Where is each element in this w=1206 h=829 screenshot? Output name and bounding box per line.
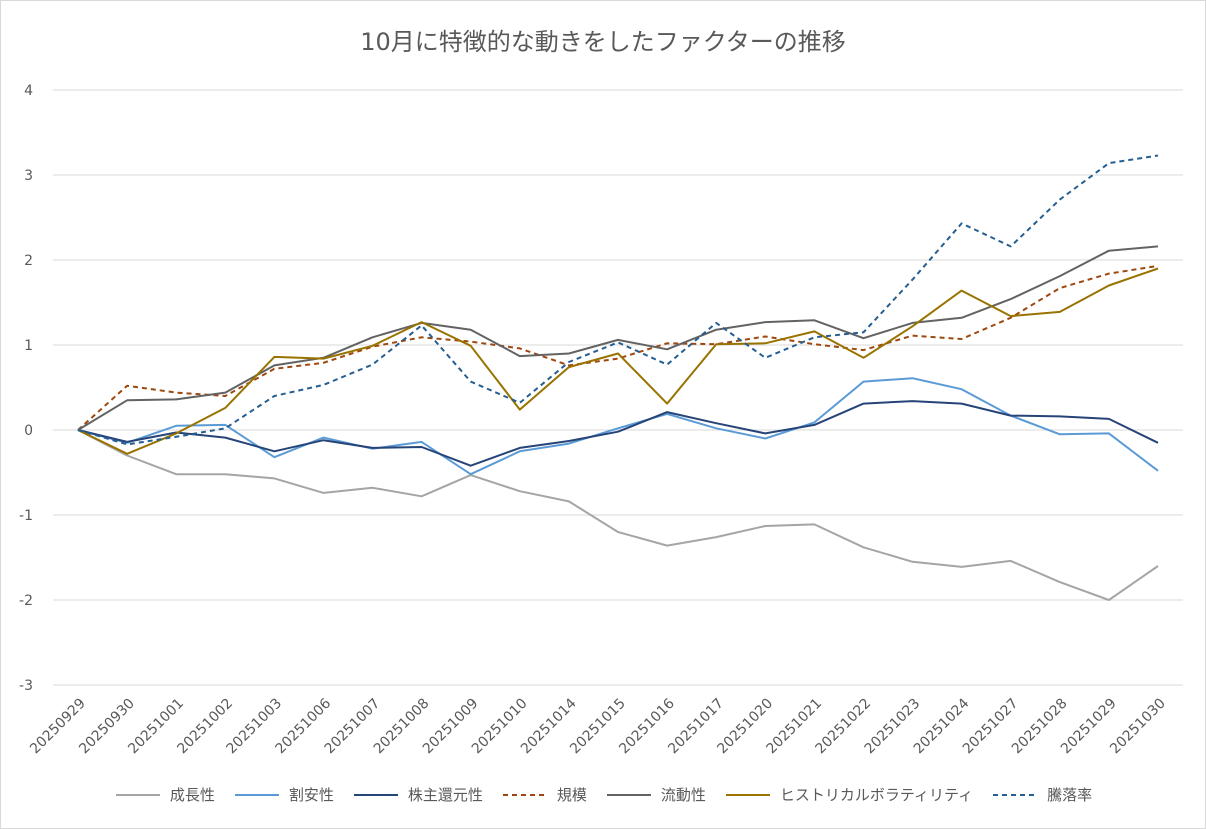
legend-label: ヒストリカルボラティリティ	[779, 786, 974, 804]
legend-label: 騰落率	[1047, 786, 1093, 804]
x-axis-tick-labels: 2025092920250930202510012025100220251003…	[27, 695, 1169, 757]
legend-swatch	[606, 793, 651, 796]
y-tick-label: -3	[19, 678, 33, 694]
legend-item: 成長性	[114, 784, 215, 805]
legend-item: 騰落率	[991, 784, 1092, 805]
legend-item: 株主還元性	[352, 784, 483, 805]
series-line-株主還元性	[77, 400, 1159, 467]
series-line-ヒストリカルボラティリティ	[77, 267, 1159, 455]
legend-item: 割安性	[233, 784, 334, 805]
legend-swatch	[115, 793, 160, 796]
legend-label: 成長性	[169, 786, 215, 804]
y-tick-label: 0	[24, 423, 33, 439]
series-line-騰落率	[77, 154, 1159, 446]
y-tick-label: 2	[24, 253, 33, 269]
legend: 成長性 割安性 株主還元性 規模 流動性 ヒストリカルボラティリティ 騰落率	[0, 784, 1206, 805]
y-tick-label: -2	[19, 593, 33, 609]
y-tick-label: -1	[19, 508, 33, 524]
legend-item: 流動性	[605, 784, 706, 805]
chart-title: 10月に特徴的な動きをしたファクターの推移	[360, 28, 846, 56]
legend-label: 規模	[556, 786, 587, 804]
y-tick-label: 4	[24, 83, 33, 99]
legend-swatch	[725, 793, 770, 796]
series-line-成長性	[77, 429, 1159, 601]
y-tick-label: 1	[24, 338, 33, 354]
legend-item: ヒストリカルボラティリティ	[724, 784, 973, 805]
series-lines	[77, 154, 1159, 601]
legend-swatch	[353, 793, 398, 796]
legend-label: 株主還元性	[407, 786, 483, 804]
y-tick-label: 3	[24, 168, 33, 184]
legend-swatch	[234, 793, 279, 796]
legend-swatch	[502, 793, 547, 796]
series-line-規模	[77, 264, 1159, 431]
gridlines	[53, 89, 1183, 686]
series-line-流動性	[77, 245, 1159, 431]
legend-swatch	[993, 793, 1038, 796]
y-axis-tick-labels: 4 3 2 1 0 -1 -2 -3	[19, 83, 33, 694]
legend-label: 流動性	[660, 786, 706, 804]
legend-label: 割安性	[288, 786, 334, 804]
legend-item: 規模	[501, 784, 587, 805]
